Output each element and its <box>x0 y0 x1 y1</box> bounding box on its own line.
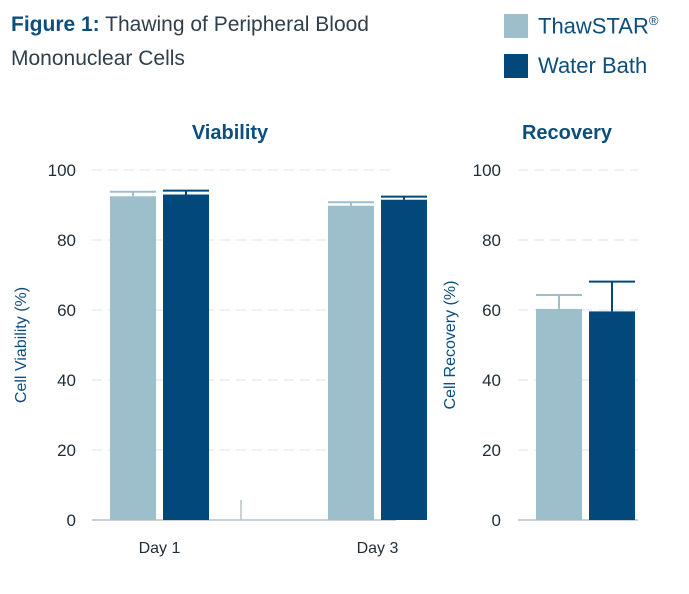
legend-swatch-thawstar <box>504 14 528 38</box>
recovery-y-axis-label: Cell Recovery (%) <box>442 281 459 410</box>
viability-y-tick-label-40: 40 <box>57 371 76 390</box>
recovery-y-tick-label-60: 60 <box>482 301 501 320</box>
viability-x-tick-label-0: Day 1 <box>139 540 181 557</box>
viability-y-axis-label: Cell Viability (%) <box>13 287 30 403</box>
viability-y-tick-label-100: 100 <box>48 161 76 180</box>
recovery-y-tick-label-100: 100 <box>473 161 501 180</box>
viability-bar-day-3-thawstar <box>328 205 374 520</box>
recovery-y-tick-label-80: 80 <box>482 231 501 250</box>
legend-item-thawstar: ThawSTAR® <box>504 13 658 39</box>
registered-mark: ® <box>648 12 659 28</box>
recovery-y-tick-label-0: 0 <box>492 511 501 530</box>
viability-y-tick-label-60: 60 <box>57 301 76 320</box>
recovery-panel-title: Recovery <box>522 122 613 144</box>
viability-bar-day-1-thawstar <box>110 196 156 520</box>
legend-swatch-water-bath <box>504 54 528 78</box>
recovery-y-tick-label-40: 40 <box>482 371 501 390</box>
figure-title-text: Thawing of Peripheral Blood Mononuclear … <box>11 13 369 70</box>
legend-item-water-bath: Water Bath <box>504 53 658 79</box>
figure-title: Figure 1: Thawing of Peripheral Blood Mo… <box>11 8 411 76</box>
legend-label-thawstar-text: ThawSTAR <box>538 13 649 39</box>
legend-label-thawstar: ThawSTAR® <box>538 13 658 39</box>
viability-y-tick-label-80: 80 <box>57 231 76 250</box>
recovery-bar-all-thawstar <box>536 308 582 520</box>
viability-panel-title: Viability <box>192 122 269 144</box>
legend: ThawSTAR® Water Bath <box>504 13 658 93</box>
viability-y-tick-label-20: 20 <box>57 441 76 460</box>
viability-y-tick-label-0: 0 <box>67 511 76 530</box>
figure-label: Figure 1: <box>11 13 100 36</box>
viability-bar-day-1-water-bath <box>163 194 209 520</box>
viability-x-tick-label-1: Day 3 <box>357 540 399 557</box>
recovery-y-tick-label-20: 20 <box>482 441 501 460</box>
legend-label-water-bath: Water Bath <box>538 53 648 78</box>
viability-bar-day-3-water-bath <box>381 199 427 520</box>
recovery-bar-all-water-bath <box>589 311 635 520</box>
